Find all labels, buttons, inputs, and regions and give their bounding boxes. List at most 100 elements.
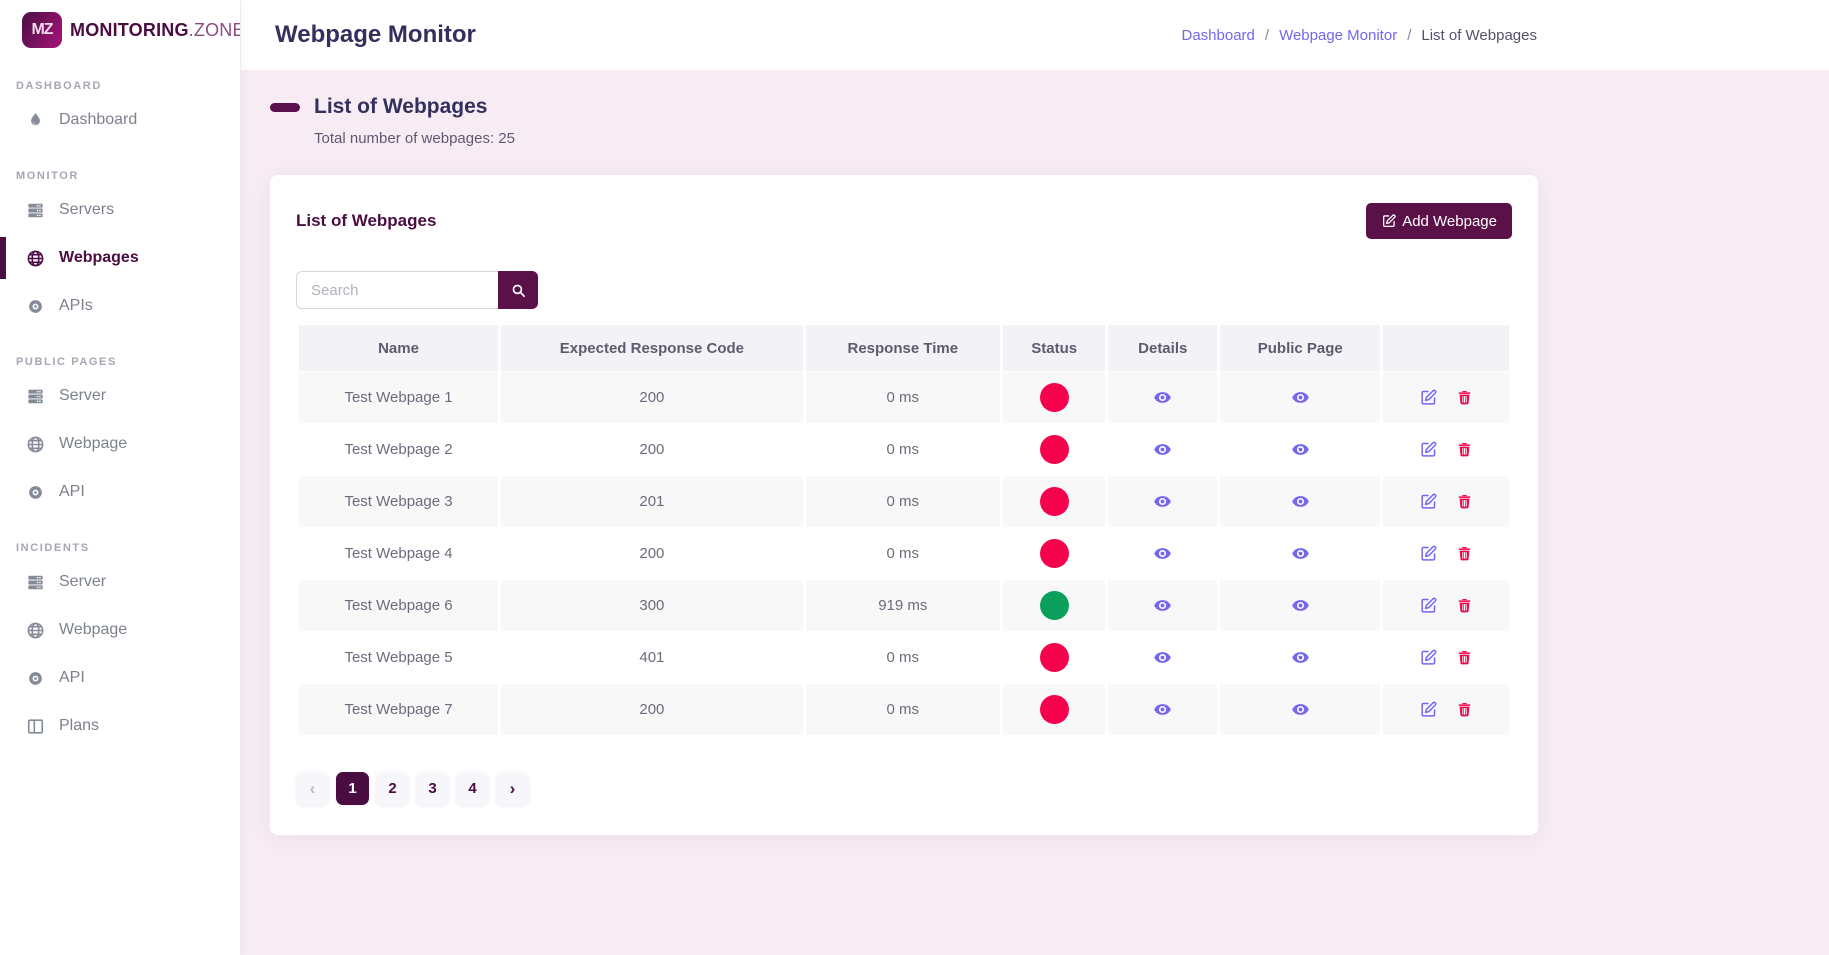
breadcrumb-item[interactable]: Dashboard [1181,26,1255,44]
edit-icon[interactable] [1419,544,1438,563]
details-eye-icon[interactable] [1153,492,1172,511]
public-page-eye-icon[interactable] [1291,492,1310,511]
sidebar-item-api[interactable]: API [0,654,240,702]
edit-icon[interactable] [1419,492,1438,511]
cell-name: Test Webpage 2 [299,424,499,475]
table-row: Test Webpage 5 401 0 ms [299,632,1509,683]
webpages-card: List of Webpages Add Webpage NameExpecte… [270,175,1538,835]
breadcrumb: Dashboard / Webpage Monitor / List of Webpag… [1182,27,1538,44]
sidebar-item-webpages[interactable]: Webpages [0,234,240,282]
sidebar-item-webpage[interactable]: Webpage [0,420,240,468]
sidebar-item-plans[interactable]: Plans [0,702,240,750]
search-button[interactable] [498,271,538,309]
trash-icon[interactable] [1456,649,1473,666]
column-header: Details [1108,325,1218,371]
sidebar-section-items: Dashboard [0,96,240,144]
cell-details [1108,424,1218,475]
details-eye-icon[interactable] [1153,388,1172,407]
trash-icon[interactable] [1456,493,1473,510]
public-page-eye-icon[interactable] [1291,544,1310,563]
sidebar-item-label: Webpage [59,435,128,452]
search-icon [510,282,527,299]
sidebar-item-label: API [59,483,85,500]
public-page-eye-icon[interactable] [1291,648,1310,667]
pagination-page-1[interactable]: 1 [336,772,369,805]
sidebar-section: MONITOR Servers Webpages APIs [0,170,240,330]
flame-icon [26,111,45,130]
edit-icon[interactable] [1419,648,1438,667]
sidebar-item-label: APIs [59,297,93,314]
sidebar-item-webpage[interactable]: Webpage [0,606,240,654]
edit-icon[interactable] [1419,596,1438,615]
sidebar-item-server[interactable]: Server [0,372,240,420]
sidebar-item-server[interactable]: Server [0,558,240,606]
brand-logo[interactable]: MZ MONITORING.ZONE [0,0,240,54]
table-row: Test Webpage 6 300 919 ms [299,580,1509,631]
cell-actions [1383,476,1509,527]
edit-icon[interactable] [1419,388,1438,407]
trash-icon[interactable] [1456,441,1473,458]
details-eye-icon[interactable] [1153,440,1172,459]
pagination-next-button[interactable]: › [496,772,529,805]
pagination-page-4[interactable]: 4 [456,772,489,805]
details-eye-icon[interactable] [1153,648,1172,667]
pagination-page-3[interactable]: 3 [416,772,449,805]
sidebar-item-servers[interactable]: Servers [0,186,240,234]
content-heading-title: List of Webpages [314,95,488,118]
column-header: Name [299,325,499,371]
add-webpage-button[interactable]: Add Webpage [1366,203,1512,239]
details-eye-icon[interactable] [1153,700,1172,719]
cell-response-time: 0 ms [805,476,1000,527]
cell-expected-code: 200 [501,424,803,475]
pagination-prev-button[interactable]: ‹ [296,772,329,805]
cell-expected-code: 401 [501,632,803,683]
public-page-eye-icon[interactable] [1291,700,1310,719]
sidebar-item-label: Dashboard [59,111,138,128]
details-eye-icon[interactable] [1153,544,1172,563]
cell-expected-code: 200 [501,684,803,735]
status-indicator-down [1039,539,1069,568]
pagination-page-2[interactable]: 2 [376,772,409,805]
pagination: ‹ 1 2 3 4 › [296,772,1512,805]
cell-response-time: 0 ms [805,372,1000,423]
trash-icon[interactable] [1456,597,1473,614]
sidebar-item-dashboard[interactable]: Dashboard [0,96,240,144]
cell-status [1002,424,1106,475]
cell-status [1002,580,1106,631]
brand-name: MONITORING.ZONE [70,19,240,41]
cell-expected-code: 300 [501,580,803,631]
cell-details [1108,632,1218,683]
main-area: Webpage Monitor Dashboard / Webpage Monito… [241,0,1829,955]
status-indicator-down [1039,383,1069,412]
cell-public-page [1220,372,1381,423]
sidebar-item-label: Servers [59,201,115,218]
public-page-eye-icon[interactable] [1291,440,1310,459]
edit-icon[interactable] [1419,700,1438,719]
public-page-eye-icon[interactable] [1291,388,1310,407]
breadcrumb-item[interactable]: Webpage Monitor [1279,26,1398,44]
content: List of Webpages Total number of webpage… [241,70,1829,955]
cell-public-page [1220,632,1381,683]
cell-details [1108,372,1218,423]
circle-dot-icon [26,669,45,688]
sidebar-item-apis[interactable]: APIs [0,282,240,330]
cell-actions [1383,632,1509,683]
trash-icon[interactable] [1456,545,1473,562]
search-input[interactable] [296,271,498,309]
card-header: List of Webpages Add Webpage [296,203,1512,239]
table-row: Test Webpage 3 201 0 ms [299,476,1509,527]
public-page-eye-icon[interactable] [1291,596,1310,615]
details-eye-icon[interactable] [1153,596,1172,615]
brand-name-main: MONITORING [70,19,189,40]
cell-status [1002,372,1106,423]
edit-icon[interactable] [1419,440,1438,459]
status-indicator-up [1039,591,1069,620]
sidebar-item-api[interactable]: API [0,468,240,516]
webpages-table: Name Expected Response Code Response Time S… [296,324,1512,736]
trash-icon[interactable] [1456,701,1473,718]
column-header: Public Page [1220,325,1381,371]
trash-icon[interactable] [1456,389,1473,406]
sidebar-section-label: PUBLIC PAGES [16,356,117,368]
cell-expected-code: 200 [501,372,803,423]
table-row: Test Webpage 4 200 0 ms [299,528,1509,579]
